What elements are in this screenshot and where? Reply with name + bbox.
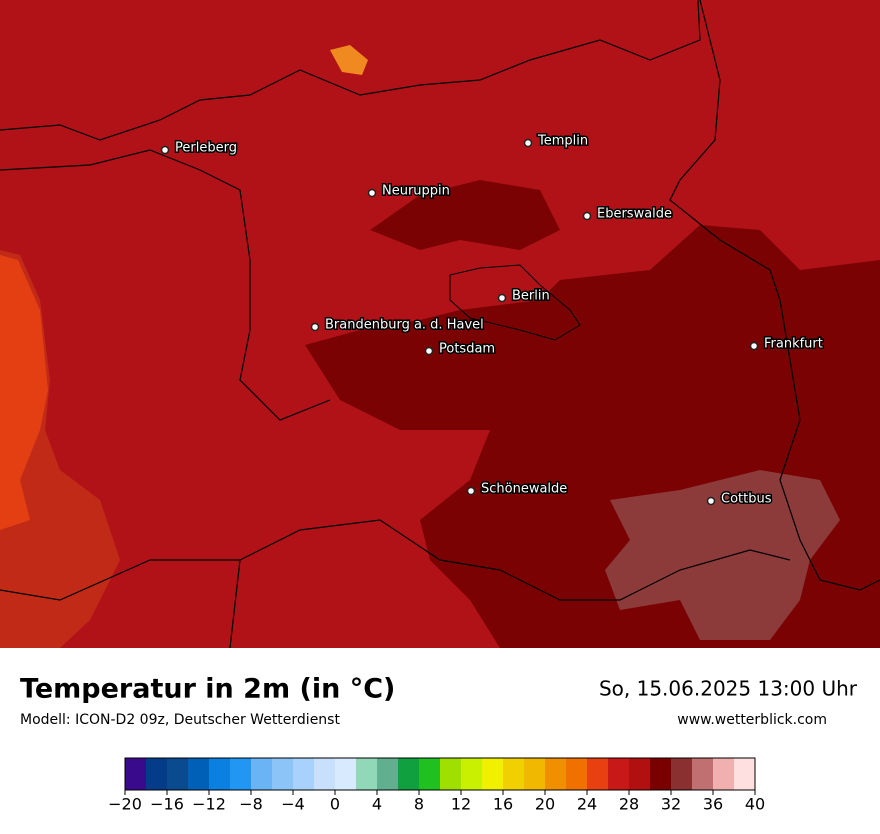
color-box — [629, 758, 650, 790]
city-dot — [160, 145, 170, 155]
color-box — [272, 758, 293, 790]
color-box — [671, 758, 692, 790]
city-dot — [749, 341, 759, 351]
color-box — [587, 758, 608, 790]
title: Temperatur in 2m (in °C) — [20, 674, 395, 705]
tick-label: 4 — [372, 795, 382, 814]
city-label: Eberswalde — [597, 207, 672, 222]
color-box — [461, 758, 482, 790]
city-dot — [582, 211, 592, 221]
color-box — [713, 758, 734, 790]
color-box — [482, 758, 503, 790]
tick-label: 16 — [493, 795, 513, 814]
subtitle: Modell: ICON-D2 09z, Deutscher Wetterdie… — [20, 712, 340, 728]
city-label: Brandenburg a. d. Havel — [325, 318, 484, 333]
hot-spot — [330, 45, 368, 75]
color-box — [146, 758, 167, 790]
tick-label: 40 — [745, 795, 765, 814]
city-dot — [310, 322, 320, 332]
color-box — [524, 758, 545, 790]
color-box — [314, 758, 335, 790]
city-dot — [367, 188, 377, 198]
color-box — [293, 758, 314, 790]
color-box — [566, 758, 587, 790]
city-label: Cottbus — [721, 492, 772, 507]
tick-label: −16 — [150, 795, 184, 814]
tick-label: 36 — [703, 795, 723, 814]
tick-label: 32 — [661, 795, 681, 814]
color-box — [230, 758, 251, 790]
border — [0, 0, 880, 649]
color-box — [125, 758, 146, 790]
tick-label: −4 — [281, 795, 305, 814]
city-label: Berlin — [512, 289, 550, 304]
tick-label: −8 — [239, 795, 263, 814]
color-box — [608, 758, 629, 790]
berlin-border — [449, 264, 581, 341]
tick-label: 8 — [414, 795, 424, 814]
city-label: Neuruppin — [382, 184, 450, 199]
tick-label: −12 — [192, 795, 226, 814]
hot-area — [0, 255, 48, 530]
website: www.wetterblick.com — [677, 712, 827, 728]
color-box — [545, 758, 566, 790]
city-dot — [497, 293, 507, 303]
tick-label: 24 — [577, 795, 597, 814]
city-label: Potsdam — [439, 342, 495, 357]
color-box — [188, 758, 209, 790]
colorbar-frame — [124, 757, 756, 791]
date: So, 15.06.2025 13:00 Uhr — [599, 677, 858, 701]
color-box — [377, 758, 398, 790]
city-dot — [706, 496, 716, 506]
city-dot — [466, 486, 476, 496]
color-box — [440, 758, 461, 790]
tick-label: −20 — [108, 795, 142, 814]
footer — [0, 648, 880, 830]
city-label: Frankfurt — [764, 337, 823, 352]
hottest-area — [370, 180, 560, 250]
color-box — [503, 758, 524, 790]
city-dot — [424, 346, 434, 356]
city-label: Perleberg — [175, 141, 237, 156]
tick-label: 28 — [619, 795, 639, 814]
color-box — [734, 758, 755, 790]
color-box — [335, 758, 356, 790]
color-box — [167, 758, 188, 790]
color-box — [356, 758, 377, 790]
city-label: Schönewalde — [481, 482, 567, 497]
color-box — [650, 758, 671, 790]
tick-label: 20 — [535, 795, 555, 814]
extreme-area — [605, 470, 840, 640]
map — [0, 0, 880, 649]
city-dot — [523, 138, 533, 148]
color-box — [419, 758, 440, 790]
color-box — [398, 758, 419, 790]
city-label: Templin — [537, 134, 588, 149]
color-box — [692, 758, 713, 790]
color-box — [251, 758, 272, 790]
color-box — [209, 758, 230, 790]
tick-label: 12 — [451, 795, 471, 814]
tick-label: 0 — [330, 795, 340, 814]
